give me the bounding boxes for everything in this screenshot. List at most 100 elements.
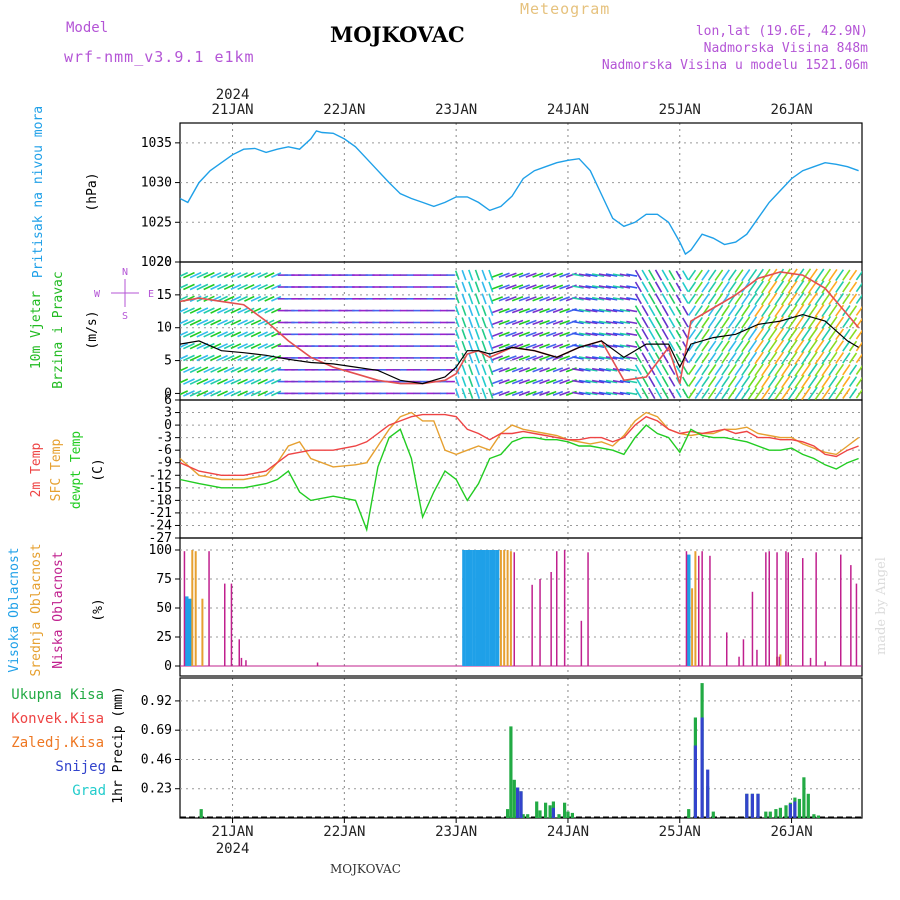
wind-arrow — [701, 352, 710, 364]
wind-arrow — [761, 280, 771, 294]
total-precip-bar — [774, 809, 778, 818]
wind-arrow — [518, 272, 530, 278]
wind-arrow — [189, 366, 202, 374]
wind-arrow — [474, 316, 481, 328]
wind-arrow — [539, 284, 550, 290]
wind-arrow — [578, 320, 591, 325]
wind-arrow — [498, 390, 510, 397]
snow-bar — [693, 745, 697, 818]
wind-arrow — [767, 280, 778, 294]
wind-arrow — [848, 269, 858, 281]
wind-arrow — [814, 315, 825, 330]
wind-arrow — [180, 378, 189, 384]
wind-arrow — [694, 352, 703, 364]
wind-arrow — [598, 296, 611, 301]
compass-label: N — [122, 267, 128, 278]
wind-arrow — [794, 362, 805, 377]
wind-arrow — [714, 293, 724, 305]
wind-arrow — [223, 295, 235, 302]
wind-arrow — [492, 343, 503, 349]
wind-arrow — [598, 285, 611, 289]
wind-arrow — [492, 367, 503, 373]
wind-arrow — [634, 340, 642, 352]
wind-arrow — [821, 304, 832, 318]
wind-arrow — [488, 364, 494, 376]
wind-arrow — [747, 280, 758, 294]
wind-arrow — [641, 387, 649, 400]
temp-axis-title-dewpoint: dewpt Temp — [69, 431, 84, 509]
wind-arrow — [801, 292, 812, 306]
wind-arrow — [694, 328, 703, 340]
wind-arrow — [648, 281, 656, 293]
wind-arrow — [250, 283, 262, 291]
low-cloud-bar — [685, 551, 688, 666]
wind-arrow — [461, 329, 467, 340]
wind-arrow — [585, 320, 598, 325]
wind-arrow — [774, 386, 785, 400]
wind-arrow — [481, 305, 487, 317]
wind-arrow — [814, 268, 825, 282]
wind-arrow — [545, 331, 557, 337]
wind-arrow — [714, 316, 724, 329]
wind-arrow — [821, 327, 832, 341]
value-tick-label: 3 — [164, 406, 172, 421]
low-cloud-bar — [550, 572, 552, 666]
wind-arrow — [781, 327, 791, 341]
wind-arrow — [687, 293, 697, 305]
wind-arrow — [591, 273, 605, 277]
wind-arrow — [454, 341, 460, 351]
wind-arrow — [257, 272, 268, 279]
wind-arrow — [492, 296, 503, 302]
wind-arrow — [787, 303, 798, 318]
wind-arrow — [203, 354, 215, 362]
pressure-line — [179, 130, 859, 256]
low-cloud-bar — [587, 552, 589, 666]
wind-arrow — [468, 352, 474, 364]
wind-arrow — [814, 351, 825, 365]
wind-arrow — [781, 339, 791, 353]
high-cloud-bar — [468, 550, 473, 666]
wind-arrow — [612, 379, 624, 384]
wind-arrow — [539, 296, 550, 302]
wind-arrow — [271, 343, 282, 350]
wind-arrow — [525, 331, 537, 337]
wind-arrow — [641, 305, 649, 317]
wind-arrow — [488, 388, 494, 399]
wind-arrow — [578, 297, 591, 301]
low-cloud-bar — [709, 555, 711, 666]
wind-arrow — [814, 363, 825, 377]
value-tick-label: 0 — [164, 659, 172, 674]
wind-arrow — [223, 283, 235, 291]
wind-arrow — [787, 386, 798, 400]
wind-arrow — [687, 376, 697, 387]
total-precip-bar — [509, 726, 513, 818]
value-tick-label: 1020 — [141, 255, 172, 270]
wind-arrow — [461, 340, 467, 352]
cloud-axis-title-mid: Srednja Oblacnost — [29, 543, 44, 676]
wind-arrow — [668, 329, 676, 340]
wind-arrow — [505, 296, 517, 302]
wind-arrow — [498, 272, 510, 278]
wind-arrow — [264, 295, 275, 302]
wind-arrow — [848, 388, 858, 399]
wind-arrow — [525, 390, 537, 397]
wind-arrow — [828, 375, 838, 388]
wind-arrow — [591, 320, 605, 325]
wind-arrow — [794, 303, 805, 318]
wind-arrow — [230, 366, 242, 373]
wind-arrow — [654, 364, 663, 376]
wind-arrow — [801, 315, 812, 330]
wind-arrow — [794, 339, 805, 353]
wind-arrow — [474, 293, 481, 305]
wind-arrow — [257, 295, 268, 302]
wind-arrow — [626, 297, 638, 301]
wind-arrow — [505, 319, 517, 326]
temp-axis-title-sfc: SFC Temp — [49, 439, 64, 502]
wind-arrow — [189, 354, 202, 362]
wind-arrow — [223, 343, 235, 350]
wind-arrow — [605, 332, 618, 337]
wind-arrow — [525, 355, 537, 361]
wind-arrow — [237, 331, 248, 338]
wind-arrow — [257, 343, 268, 350]
wind-arrow — [767, 339, 778, 353]
